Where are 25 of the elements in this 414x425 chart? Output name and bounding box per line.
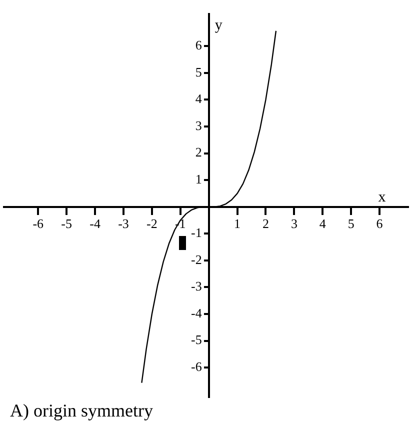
y-tick-label: 2 — [195, 144, 202, 160]
text: A) origin symmetry — [10, 400, 153, 421]
y-tick-label: 1 — [195, 171, 202, 186]
x-tick-label: 2 — [262, 216, 269, 232]
x-tick-label: -3 — [118, 216, 129, 232]
x-tick-label: 5 — [348, 216, 354, 232]
x-tick-label: -2 — [146, 216, 158, 232]
x-tick-label: 1 — [234, 216, 241, 232]
y-tick-label: 6 — [195, 38, 202, 53]
y-tick-label: 4 — [195, 91, 202, 106]
x-tick-label: 6 — [376, 216, 384, 232]
y-tick-label: -6 — [191, 358, 202, 374]
y-tick-label: -2 — [191, 252, 202, 267]
x-tick-label: -5 — [61, 216, 72, 232]
y-tick-label: -5 — [191, 332, 202, 348]
x-tick-label: 4 — [319, 216, 326, 232]
y-tick-label: 5 — [195, 64, 202, 80]
y-tick-label: -3 — [191, 278, 202, 294]
x-tick-label: -4 — [90, 216, 101, 232]
y-tick-label: -4 — [191, 305, 202, 320]
y-axis-title: y — [214, 17, 223, 34]
x-tick-label: 3 — [290, 216, 298, 232]
x-tick-label: -6 — [32, 216, 44, 232]
x-axis-title: x — [378, 189, 386, 206]
y-tick-label: 3 — [195, 118, 202, 133]
